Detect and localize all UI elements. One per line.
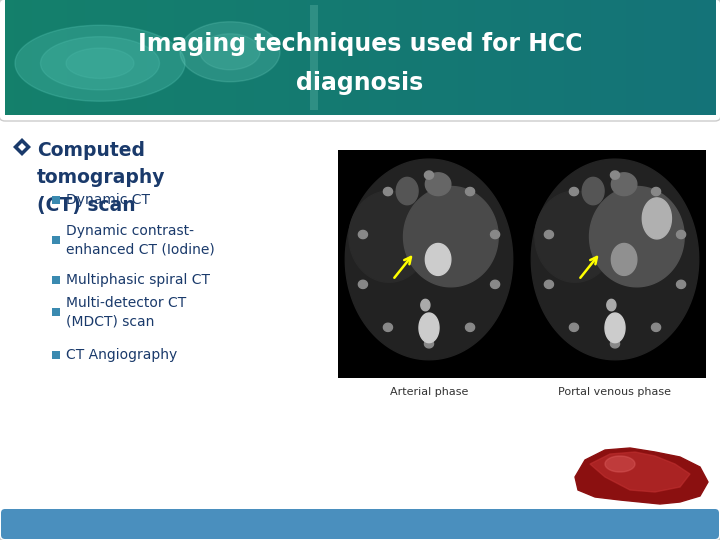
Bar [653,0,662,115]
Bar [112,0,122,115]
Bar [413,0,423,115]
Polygon shape [677,231,685,239]
Polygon shape [426,244,451,275]
Bar [697,0,707,115]
Bar [174,0,184,115]
Bar [608,0,618,115]
Polygon shape [611,173,637,195]
Bar [52,196,60,204]
Bar [600,0,610,115]
Polygon shape [466,187,474,195]
Bar [528,0,539,115]
Bar [156,0,166,115]
Polygon shape [15,25,185,101]
Polygon shape [611,340,619,348]
Polygon shape [611,244,637,275]
Bar [23,0,32,115]
Polygon shape [490,231,500,239]
Polygon shape [40,37,160,90]
Bar [58,0,68,115]
Bar [130,0,139,115]
Bar [688,0,698,115]
Polygon shape [642,198,672,239]
Bar [40,0,50,115]
Bar [76,0,86,115]
Bar [449,0,459,115]
Text: Multi-detector CT
(MDCT) scan: Multi-detector CT (MDCT) scan [66,296,186,328]
Bar [315,0,325,115]
Bar [209,0,219,115]
FancyBboxPatch shape [1,509,719,539]
Bar [307,0,317,115]
Bar [511,0,521,115]
Bar [218,0,228,115]
Bar [325,0,334,115]
Bar [546,0,557,115]
Polygon shape [346,159,513,360]
Polygon shape [607,299,616,310]
Bar [32,0,42,115]
Bar [94,0,104,115]
Bar [227,0,237,115]
Polygon shape [200,34,260,70]
Bar [14,0,24,115]
Text: Arterial phase: Arterial phase [390,387,468,397]
Bar [165,0,175,115]
Text: Multiphasic spiral CT: Multiphasic spiral CT [66,273,210,287]
Bar [467,0,477,115]
Polygon shape [13,138,31,156]
Polygon shape [575,448,708,504]
Polygon shape [652,187,660,195]
Bar [360,0,370,115]
Bar [253,0,264,115]
Polygon shape [677,280,685,288]
Polygon shape [180,22,280,82]
Polygon shape [535,191,615,282]
Polygon shape [590,186,684,287]
Polygon shape [605,313,625,343]
Polygon shape [403,186,498,287]
Bar [405,0,414,115]
Bar [147,0,157,115]
Bar [200,0,210,115]
Bar [573,0,583,115]
Polygon shape [359,231,367,239]
Polygon shape [359,280,367,288]
Bar [245,0,254,115]
Bar [387,0,397,115]
Polygon shape [426,173,451,195]
Bar [280,0,290,115]
Bar [289,0,299,115]
Bar [50,0,59,115]
Polygon shape [384,187,392,195]
Polygon shape [425,171,433,179]
Polygon shape [590,452,690,492]
Bar [493,0,503,115]
Text: Computed
tomography
(CT) scan: Computed tomography (CT) scan [37,141,166,214]
Polygon shape [611,171,619,179]
Bar [520,0,530,115]
Bar [271,0,281,115]
Bar [706,0,716,115]
Bar [52,276,60,284]
Bar [338,150,706,378]
Polygon shape [544,280,554,288]
Text: Portal venous phase: Portal venous phase [559,387,672,397]
Bar [182,0,192,115]
Bar [52,236,60,244]
Bar [617,0,627,115]
Bar [351,0,361,115]
Bar [298,0,307,115]
Bar [5,115,715,535]
Polygon shape [544,231,554,239]
Bar [138,0,148,115]
Bar [310,5,318,110]
Polygon shape [466,323,474,332]
Bar [85,0,95,115]
Polygon shape [349,191,429,282]
Bar [440,0,450,115]
Polygon shape [652,323,660,332]
Bar [458,0,467,115]
Bar [52,351,60,359]
